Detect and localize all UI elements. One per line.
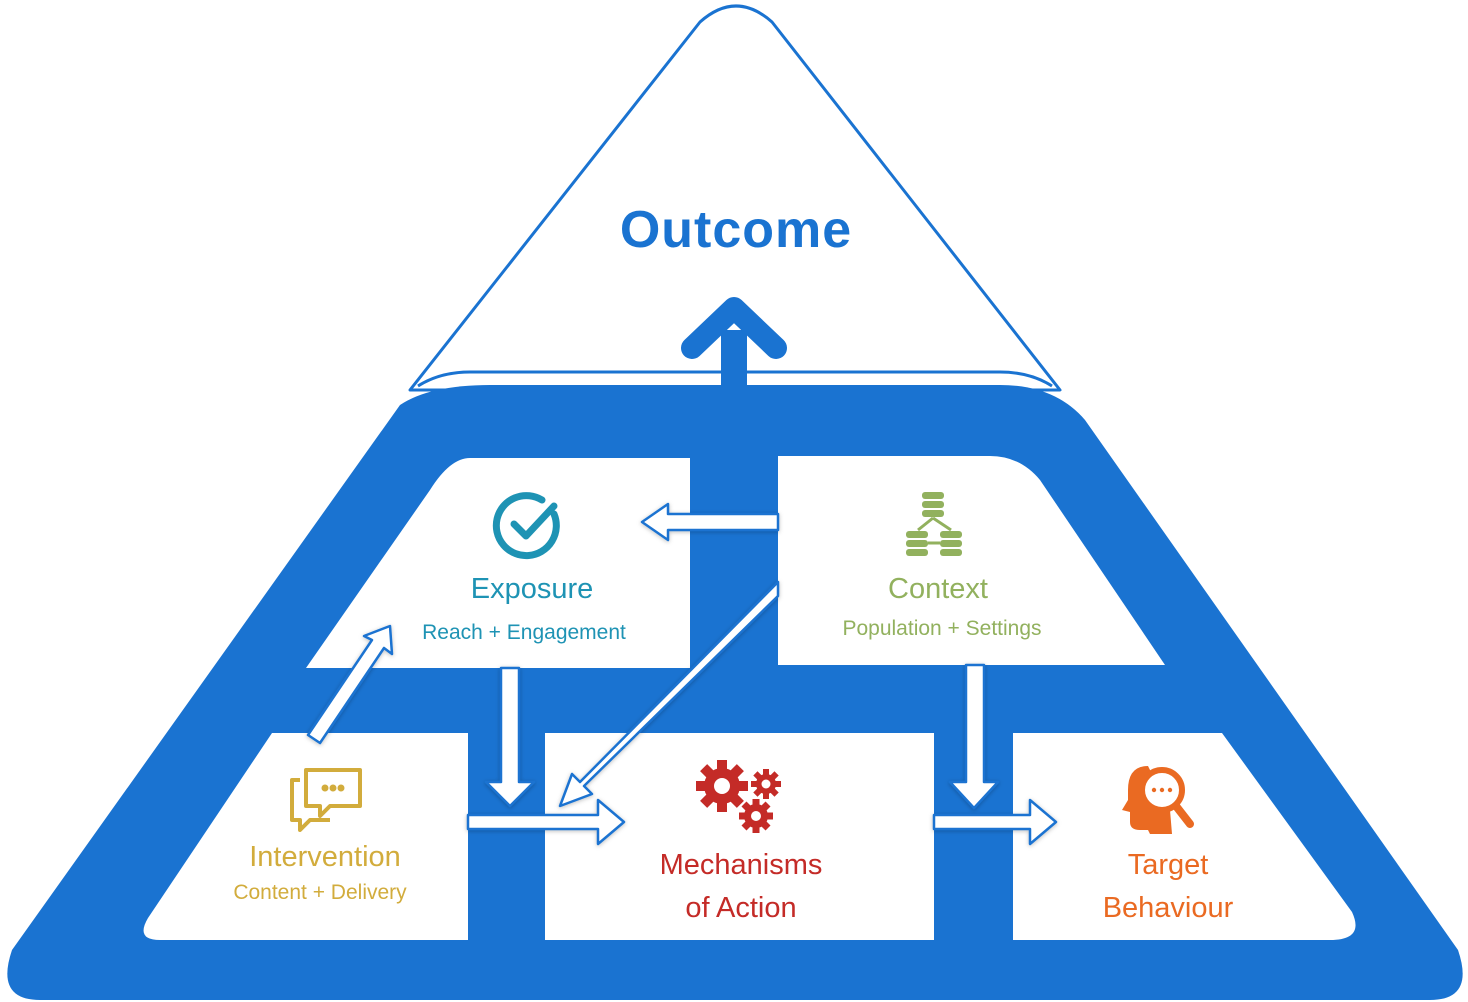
check-circle-icon xyxy=(492,492,560,560)
exposure-subtitle: Reach + Engagement xyxy=(422,621,626,644)
context-box xyxy=(778,456,1165,665)
mechanisms-title: Mechanisms of Action xyxy=(660,844,823,930)
target-title-line1: Target xyxy=(1127,849,1209,881)
gears-icon xyxy=(696,760,781,833)
exposure-box xyxy=(306,458,690,668)
arrow-context-to-target xyxy=(948,663,1000,810)
center-bar xyxy=(690,440,778,740)
intervention-box xyxy=(143,733,469,940)
context-subtitle: Population + Settings xyxy=(842,617,1042,640)
exposure-title: Exposure xyxy=(470,573,594,605)
up-arrow xyxy=(681,297,787,390)
target-box xyxy=(1013,733,1356,940)
database-network-icon xyxy=(906,492,962,556)
arrow-context-to-mechanisms xyxy=(558,580,780,808)
arrow-intervention-to-exposure xyxy=(306,624,394,745)
target-title: Target Behaviour xyxy=(1103,844,1234,930)
target-title-line2: Behaviour xyxy=(1102,892,1234,924)
head-search-icon xyxy=(1122,766,1194,834)
intervention-subtitle: Content + Delivery xyxy=(233,881,407,904)
context-title: Context xyxy=(888,573,988,605)
chat-bubbles-icon xyxy=(290,768,362,832)
arrow-exposure-to-mechanisms xyxy=(484,666,536,808)
outcome-triangle xyxy=(408,4,1062,392)
outcome-title: Outcome xyxy=(619,201,853,259)
mechanisms-title-line2: of Action xyxy=(685,892,797,924)
arrow-mechanisms-to-target xyxy=(932,798,1058,846)
intervention-title: Intervention xyxy=(249,841,401,873)
mechanisms-title-line1: Mechanisms xyxy=(659,849,823,881)
arrow-context-to-exposure xyxy=(640,502,780,542)
arrow-intervention-to-mechanisms xyxy=(466,798,626,846)
